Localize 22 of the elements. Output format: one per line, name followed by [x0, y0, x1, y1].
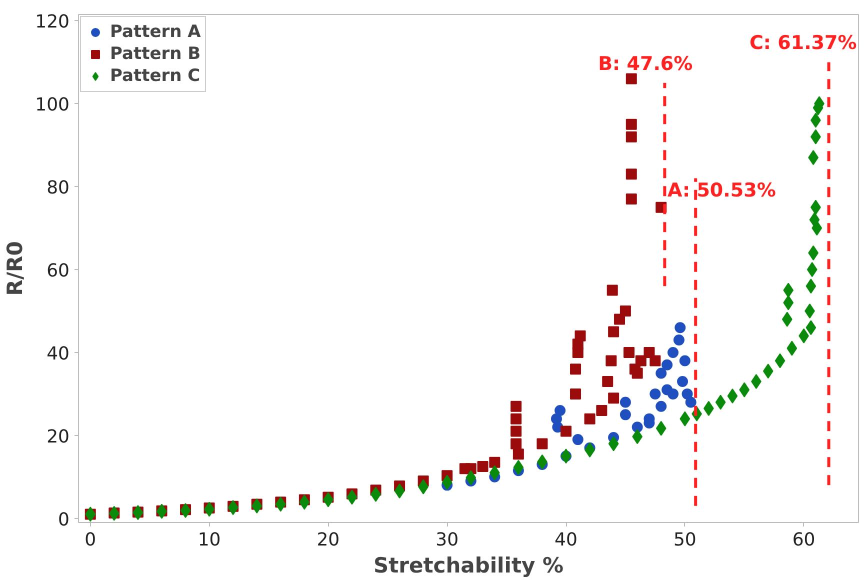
x-axis-title: Stretchability %: [373, 554, 564, 578]
annotation: A: 50.53%: [667, 180, 776, 202]
x-tick-label: 60: [792, 530, 816, 550]
y-tick-label: 60: [46, 260, 70, 282]
x-tick-label: 40: [554, 530, 578, 550]
x-tick-label: 20: [316, 530, 340, 550]
y-tick-label: 100: [35, 94, 70, 116]
annotation: B: 47.6%: [598, 52, 693, 75]
annotation: C: 61.37%: [749, 32, 857, 54]
y-axis-title: R/R0: [3, 241, 28, 296]
x-tick-label: 30: [436, 530, 459, 550]
legend-label: Pattern C: [110, 65, 200, 87]
y-tick-label: 120: [35, 12, 70, 33]
y-tick-label: 0: [58, 509, 70, 530]
y-tick-label: 80: [46, 178, 70, 199]
legend-label: Pattern A: [110, 21, 201, 43]
x-tick-label: 10: [198, 530, 221, 550]
x-tick-label: 50: [673, 530, 696, 550]
y-tick-label: 40: [46, 343, 70, 364]
x-tick-label: 0: [84, 530, 96, 550]
y-tick-label: 20: [46, 426, 70, 448]
legend-label: Pattern B: [110, 43, 201, 65]
